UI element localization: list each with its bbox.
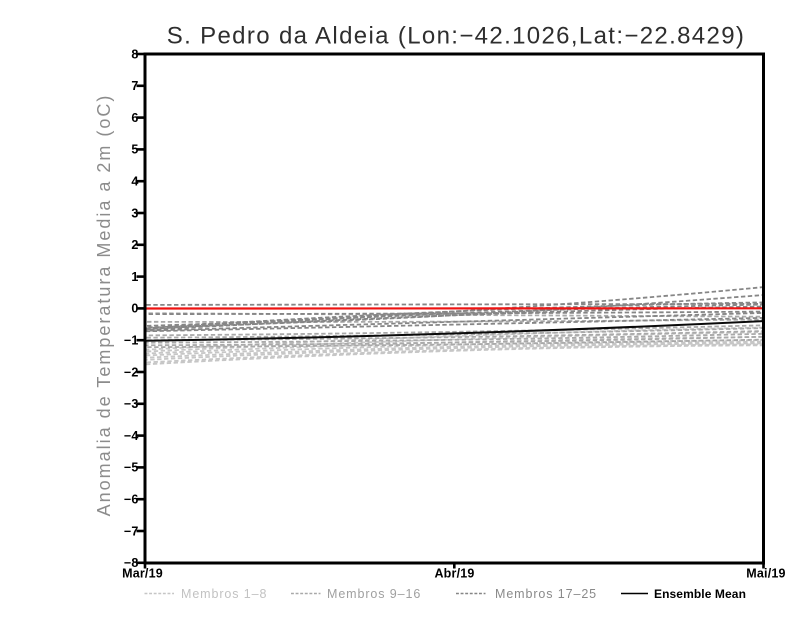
svg-text:Ensemble Mean: Ensemble Mean <box>654 587 746 601</box>
svg-text:Membros 9–16: Membros 9–16 <box>327 587 421 601</box>
svg-text:Membros 1–8: Membros 1–8 <box>181 587 267 601</box>
svg-text:−5: −5 <box>124 461 139 475</box>
svg-text:0: 0 <box>131 302 138 316</box>
svg-text:5: 5 <box>131 143 138 157</box>
svg-text:Mar/19: Mar/19 <box>122 567 163 581</box>
svg-text:−7: −7 <box>124 524 139 538</box>
svg-text:1: 1 <box>131 270 138 284</box>
svg-text:−8: −8 <box>124 556 139 570</box>
svg-text:Abr/19: Abr/19 <box>434 567 474 581</box>
svg-text:S. Pedro da Aldeia (Lon:−42.10: S. Pedro da Aldeia (Lon:−42.1026,Lat:−22… <box>167 23 746 50</box>
svg-text:−2: −2 <box>124 365 139 379</box>
svg-text:Membros 17–25: Membros 17–25 <box>495 587 597 601</box>
svg-text:−3: −3 <box>124 397 139 411</box>
svg-text:6: 6 <box>131 111 138 125</box>
svg-text:3: 3 <box>131 206 138 220</box>
svg-text:−1: −1 <box>124 334 139 348</box>
svg-text:8: 8 <box>131 47 138 61</box>
svg-text:4: 4 <box>131 175 138 189</box>
svg-text:Mai/19: Mai/19 <box>746 567 785 581</box>
svg-text:2: 2 <box>131 238 138 252</box>
svg-text:−6: −6 <box>124 493 139 507</box>
svg-text:−4: −4 <box>124 429 139 443</box>
svg-text:Anomalia de Temperatura Media: Anomalia de Temperatura Media a 2m (oC) <box>94 94 114 517</box>
svg-text:7: 7 <box>131 79 138 93</box>
